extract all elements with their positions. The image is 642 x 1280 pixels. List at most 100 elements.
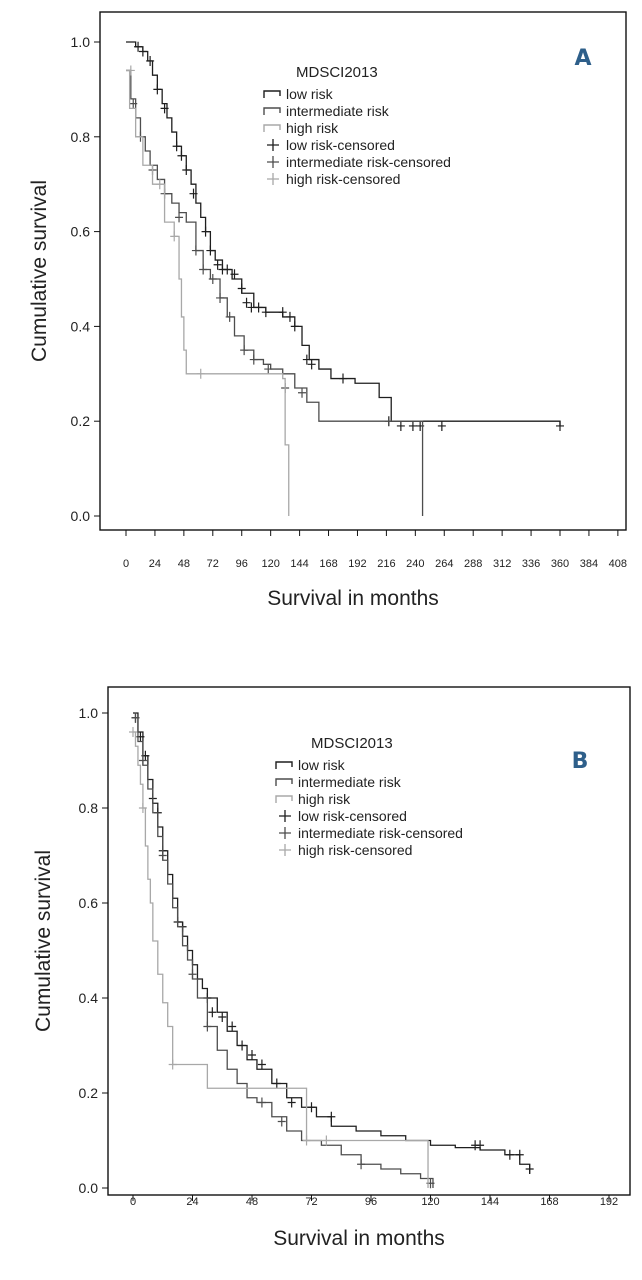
censor-mark	[138, 803, 147, 813]
censor-mark	[357, 1159, 366, 1170]
censor-mark	[396, 420, 405, 431]
censor-mark	[307, 359, 316, 370]
censor-mark	[556, 420, 564, 431]
censor-mark	[240, 345, 249, 356]
censor-mark	[525, 1164, 534, 1174]
censor-mark	[134, 41, 143, 52]
censor-mark	[322, 1135, 331, 1146]
km-curve-intermediate-risk	[133, 717, 434, 1188]
censor-mark	[302, 1135, 311, 1146]
legend-swatch-censor	[267, 156, 279, 168]
legend-item: low risk	[286, 86, 334, 102]
censor-mark	[199, 264, 208, 275]
legend-swatch-censor	[279, 827, 291, 839]
legend-swatch-line	[263, 90, 281, 98]
censor-mark	[208, 274, 217, 284]
censor-mark	[189, 188, 198, 199]
censor-mark	[339, 373, 347, 384]
censor-mark	[298, 387, 307, 398]
legend-swatch-censor	[279, 810, 291, 822]
censor-mark	[208, 1007, 217, 1018]
censor-mark	[175, 212, 184, 223]
censor-mark	[129, 98, 138, 109]
legend-item: low risk-censored	[286, 137, 395, 153]
y-tick-label: 0.4	[79, 990, 99, 1006]
censor-mark	[515, 1149, 524, 1160]
y-tick-label: 1.0	[71, 34, 91, 50]
censor-mark	[505, 1149, 514, 1160]
chart-panel-b: 0 24 48 72 96 120 144 168 192 0.0 0.2 0.4 0.6 0.8 1.0 S…	[32, 686, 631, 1250]
legend-swatch-censor	[267, 139, 279, 151]
y-axis-title: Cumulative survival	[28, 180, 51, 362]
x-tick-label: 168	[319, 558, 337, 570]
censor-mark	[158, 850, 167, 861]
legend-item: intermediate risk	[298, 774, 402, 790]
censor-mark	[307, 1102, 316, 1113]
censor-mark	[216, 292, 225, 303]
legend-item: high risk	[286, 120, 339, 136]
legend-item: high risk	[298, 791, 351, 807]
x-tick-label: 72	[207, 558, 219, 570]
y-tick-label: 1.0	[79, 705, 99, 721]
censor-mark	[228, 1021, 237, 1032]
x-tick-label: 120	[421, 1196, 439, 1208]
censor-mark	[170, 231, 179, 242]
x-tick-label: 384	[580, 558, 598, 570]
x-tick-label: 72	[305, 1196, 317, 1208]
legend-item: high risk-censored	[286, 171, 400, 187]
censor-mark	[242, 297, 251, 308]
plot-frame	[99, 11, 627, 531]
y-tick-label: 0.0	[71, 508, 91, 524]
censor-mark	[476, 1140, 485, 1151]
censor-mark	[146, 55, 155, 66]
x-tick-label: 192	[348, 558, 366, 570]
censor-mark	[129, 727, 137, 737]
plot-frame	[107, 686, 631, 1196]
censor-mark	[247, 302, 256, 313]
censor-mark	[138, 755, 147, 766]
censor-mark	[182, 164, 191, 175]
censor-mark	[230, 269, 239, 280]
censor-mark	[188, 969, 197, 980]
censor-mark	[201, 226, 210, 237]
censor-mark	[287, 1097, 296, 1108]
y-tick-label: 0.6	[71, 224, 91, 240]
y-tick-label: 0.0	[79, 1180, 99, 1196]
censor-mark	[153, 84, 162, 95]
censor-mark	[290, 321, 299, 332]
legend-swatch-line	[263, 124, 281, 132]
legend-item: intermediate risk-censored	[298, 825, 463, 841]
legend-title: MDSCI2013	[296, 64, 378, 81]
legend-swatch-line	[275, 761, 293, 769]
censor-mark	[285, 311, 294, 322]
censor-mark	[272, 1078, 281, 1089]
censor-mark	[278, 307, 287, 318]
censor-mark	[254, 302, 263, 313]
legend-swatch-censor	[279, 844, 291, 856]
legend-item: intermediate risk-censored	[286, 154, 451, 170]
x-tick-label: 24	[186, 1196, 198, 1208]
censor-mark	[155, 179, 164, 190]
y-tick-label: 0.8	[79, 800, 99, 816]
x-tick-label: 120	[261, 558, 279, 570]
x-tick-label: 48	[178, 558, 190, 570]
x-tick-label: 408	[609, 558, 627, 570]
x-tick-label: 336	[522, 558, 540, 570]
x-tick-label: 312	[493, 558, 511, 570]
censor-mark	[257, 1097, 266, 1108]
legend-title: MDSCI2013	[311, 735, 393, 752]
legend-swatch-line	[275, 795, 293, 803]
x-tick-label: 0	[123, 558, 129, 570]
legend-item: high risk-censored	[298, 842, 412, 858]
legend-item: intermediate risk	[286, 103, 390, 119]
chart-panel-a: 0 24 48 72 96 120 144 168 192 216 240 264 288 312 336 3…	[28, 11, 627, 610]
km-curve-high-risk	[133, 731, 429, 1188]
censor-mark	[160, 103, 169, 114]
censor-mark	[327, 1111, 336, 1122]
km-curve-intermediate-risk	[126, 69, 424, 516]
x-tick-label: 240	[406, 558, 424, 570]
panel-label: A	[574, 46, 591, 71]
censor-mark	[437, 420, 446, 431]
